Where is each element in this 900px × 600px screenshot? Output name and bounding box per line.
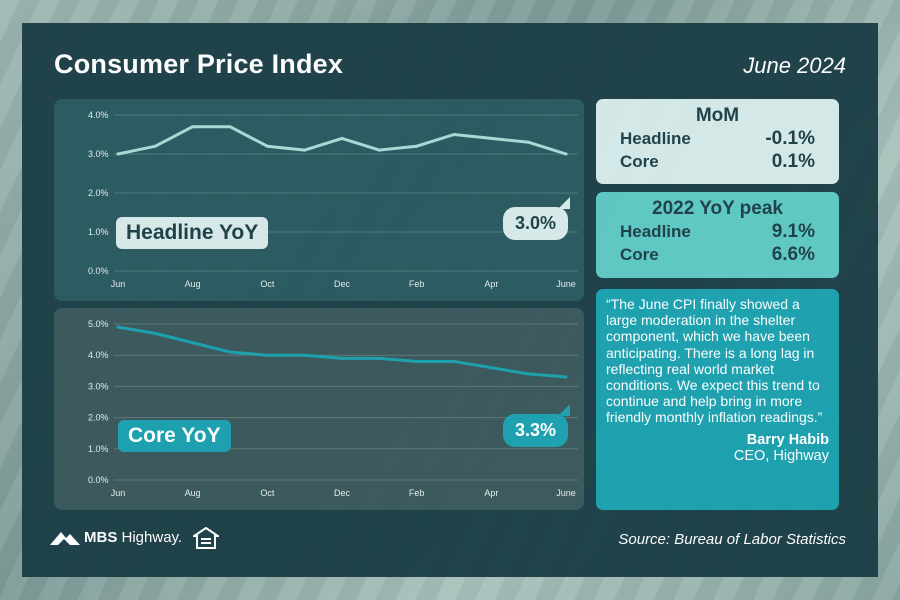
quote-text: “The June CPI finally showed a large mod…: [606, 296, 823, 426]
x-tick-label: June: [556, 279, 576, 289]
mom-headline-label: Headline: [620, 129, 691, 148]
x-tick-label: Apr: [484, 488, 498, 498]
data-point: [452, 359, 456, 363]
quote-card: “The June CPI finally showed a large mod…: [596, 289, 839, 510]
x-tick-label: Feb: [409, 488, 425, 498]
peak-core-label: Core: [620, 245, 659, 264]
data-point: [303, 353, 307, 357]
data-point: [191, 341, 195, 345]
logo-text: MBS Highway.: [84, 528, 183, 546]
x-tick-label: Aug: [185, 279, 201, 289]
x-tick-label: Dec: [334, 279, 351, 289]
headline-latest-callout: 3.0%: [502, 197, 571, 240]
mom-core-value: 0.1%: [771, 151, 815, 172]
headline-chart-svg: 0.0% 1.0% 2.0% 3.0% 4.0% Jun Aug Oct Dec Feb Apr Ju…: [88, 110, 578, 289]
x-tick-label: Feb: [409, 279, 425, 289]
data-point: [564, 152, 568, 156]
data-point: [377, 148, 381, 152]
x-tick-label: Oct: [260, 488, 275, 498]
data-point: [377, 356, 381, 360]
x-tick-label: June: [556, 488, 576, 498]
core-chart-svg: 0.0% 1.0% 2.0% 3.0% 4.0% 5.0% Jun Aug Oct Dec Feb A…: [88, 319, 578, 498]
x-tick-label: Aug: [185, 488, 201, 498]
source-note: Source: Bureau of Labor Statistics: [618, 531, 846, 548]
mom-core-label: Core: [620, 152, 659, 171]
data-point: [153, 144, 157, 148]
y-tick-label: 0.0%: [88, 475, 109, 485]
mbs-highway-logo: MBS Highway.: [50, 528, 182, 546]
x-tick-label: Jun: [111, 279, 126, 289]
y-tick-label: 4.0%: [88, 350, 109, 360]
y-tick-label: 2.0%: [88, 413, 109, 423]
headline-series-label: Headline YoY: [116, 217, 269, 249]
y-tick-label: 4.0%: [88, 110, 109, 120]
equal-housing-icon: [193, 527, 219, 549]
data-point: [265, 353, 269, 357]
peak-headline-value: 9.1%: [771, 221, 815, 242]
data-point: [340, 136, 344, 140]
data-point: [340, 356, 344, 360]
mom-headline-value: -0.1%: [765, 128, 815, 149]
data-point: [228, 125, 232, 129]
peak-title: 2022 YoY peak: [652, 198, 783, 219]
mom-row-core: Core 0.1%: [620, 150, 815, 173]
y-tick-label: 1.0%: [88, 227, 109, 237]
data-point: [228, 350, 232, 354]
data-point: [116, 325, 120, 329]
mom-title: MoM: [695, 105, 740, 126]
peak-card: 2022 YoY peak Headline 9.1% Core 6.6%: [596, 192, 839, 278]
data-point: [489, 136, 493, 140]
data-point: [153, 331, 157, 335]
report-date: June 2024: [743, 53, 846, 78]
y-tick-label: 5.0%: [88, 319, 109, 329]
y-tick-label: 3.0%: [88, 381, 109, 391]
data-point: [415, 359, 419, 363]
peak-core-value: 6.6%: [771, 244, 815, 265]
infographic-panel: Consumer Price Index June 2024 0.0% 1.0% 2…: [22, 23, 878, 577]
series-line: [116, 125, 568, 156]
data-point: [452, 133, 456, 136]
mom-card: MoM Headline -0.1% Core 0.1%: [596, 99, 839, 184]
peak-headline-label: Headline: [620, 222, 691, 241]
mom-row-headline: Headline -0.1%: [620, 127, 815, 150]
x-tick-label: Jun: [111, 488, 126, 498]
data-point: [527, 372, 531, 376]
peak-row-core: Core 6.6%: [620, 243, 815, 266]
core-latest-callout: 3.3%: [502, 404, 571, 447]
data-point: [527, 140, 531, 144]
series-line: [116, 325, 568, 379]
y-tick-label: 2.0%: [88, 188, 109, 198]
page-title: Consumer Price Index: [54, 49, 344, 79]
data-point: [415, 144, 419, 148]
y-tick-label: 0.0%: [88, 266, 109, 276]
data-point: [489, 366, 493, 370]
x-tick-label: Dec: [334, 488, 351, 498]
mountain-icon: [50, 532, 80, 545]
y-tick-label: 3.0%: [88, 149, 109, 159]
quote-author: Barry Habib: [746, 431, 829, 448]
peak-row-headline: Headline 9.1%: [620, 220, 815, 243]
core-yoy-chart: 0.0% 1.0% 2.0% 3.0% 4.0% 5.0% Jun Aug Oct Dec Feb A…: [54, 308, 584, 510]
core-series-label: Core YoY: [118, 420, 231, 452]
data-point: [303, 148, 307, 152]
data-point: [116, 152, 120, 156]
y-tick-label: 1.0%: [88, 444, 109, 454]
quote-role: CEO, Highway: [733, 447, 829, 464]
data-point: [265, 144, 269, 148]
data-point: [191, 125, 195, 129]
headline-yoy-chart: 0.0% 1.0% 2.0% 3.0% 4.0% Jun Aug Oct Dec Feb Apr Ju…: [54, 99, 584, 301]
x-tick-label: Oct: [260, 279, 275, 289]
x-tick-label: Apr: [484, 279, 498, 289]
data-point: [564, 375, 568, 379]
